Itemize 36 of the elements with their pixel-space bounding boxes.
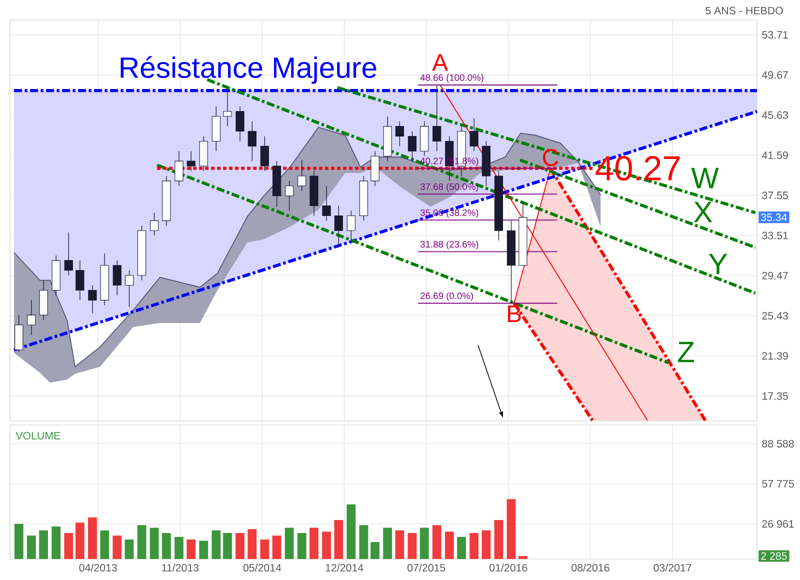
y-tick-label: 26 961 bbox=[762, 520, 794, 528]
y-tick-label: 41.59 bbox=[762, 151, 788, 159]
annotation: Résistance Majeure bbox=[120, 56, 376, 84]
x-tick-label: 04/2013 bbox=[79, 564, 117, 572]
annotation: X bbox=[694, 202, 712, 222]
y-tick-label: 29.47 bbox=[762, 272, 788, 280]
annotation: A bbox=[432, 54, 448, 71]
annotation: W bbox=[691, 168, 719, 188]
chart-subtitle: 5 ANS - HEBDO bbox=[706, 6, 783, 14]
y-tick-label: 45.63 bbox=[762, 111, 788, 119]
y-tick-label: 88 588 bbox=[762, 440, 794, 448]
y-tick-label: 53.71 bbox=[762, 31, 788, 39]
y-tick-label: 17.35 bbox=[762, 392, 788, 400]
y-tick-label: 37.55 bbox=[762, 192, 788, 200]
x-tick-label: 08/2016 bbox=[572, 564, 610, 572]
annotation: 26.69 (0.0%) bbox=[420, 292, 473, 301]
annotation: C bbox=[542, 149, 558, 166]
y-tick-label: 21.39 bbox=[762, 352, 788, 360]
x-tick-label: 12/2014 bbox=[326, 564, 364, 572]
text: VOLUME bbox=[16, 432, 60, 440]
x-tick-label: 01/2016 bbox=[490, 564, 528, 572]
annotation: 31.88 (23.6%) bbox=[420, 240, 478, 250]
y-tick-label: 25.43 bbox=[762, 312, 788, 320]
y-tick-label: 49.67 bbox=[762, 71, 788, 79]
x-tick-label: 05/2014 bbox=[243, 564, 282, 572]
annotation: 37.68 (50.0%) bbox=[420, 183, 478, 192]
x-tick-label: 03/2017 bbox=[654, 564, 692, 572]
annotation: 48.66 (100.0%) bbox=[420, 74, 484, 83]
y-tick-label: 57 775 bbox=[762, 480, 794, 488]
annotation: 35.34 bbox=[760, 214, 787, 222]
annotation: Y bbox=[708, 254, 728, 274]
x-tick-label: 11/2013 bbox=[162, 564, 199, 572]
y-tick-label: 33.51 bbox=[762, 232, 788, 240]
x-tick-label: 07/2015 bbox=[407, 564, 446, 572]
annotation: 2 285 bbox=[761, 552, 787, 560]
annotation: Z bbox=[678, 342, 694, 362]
